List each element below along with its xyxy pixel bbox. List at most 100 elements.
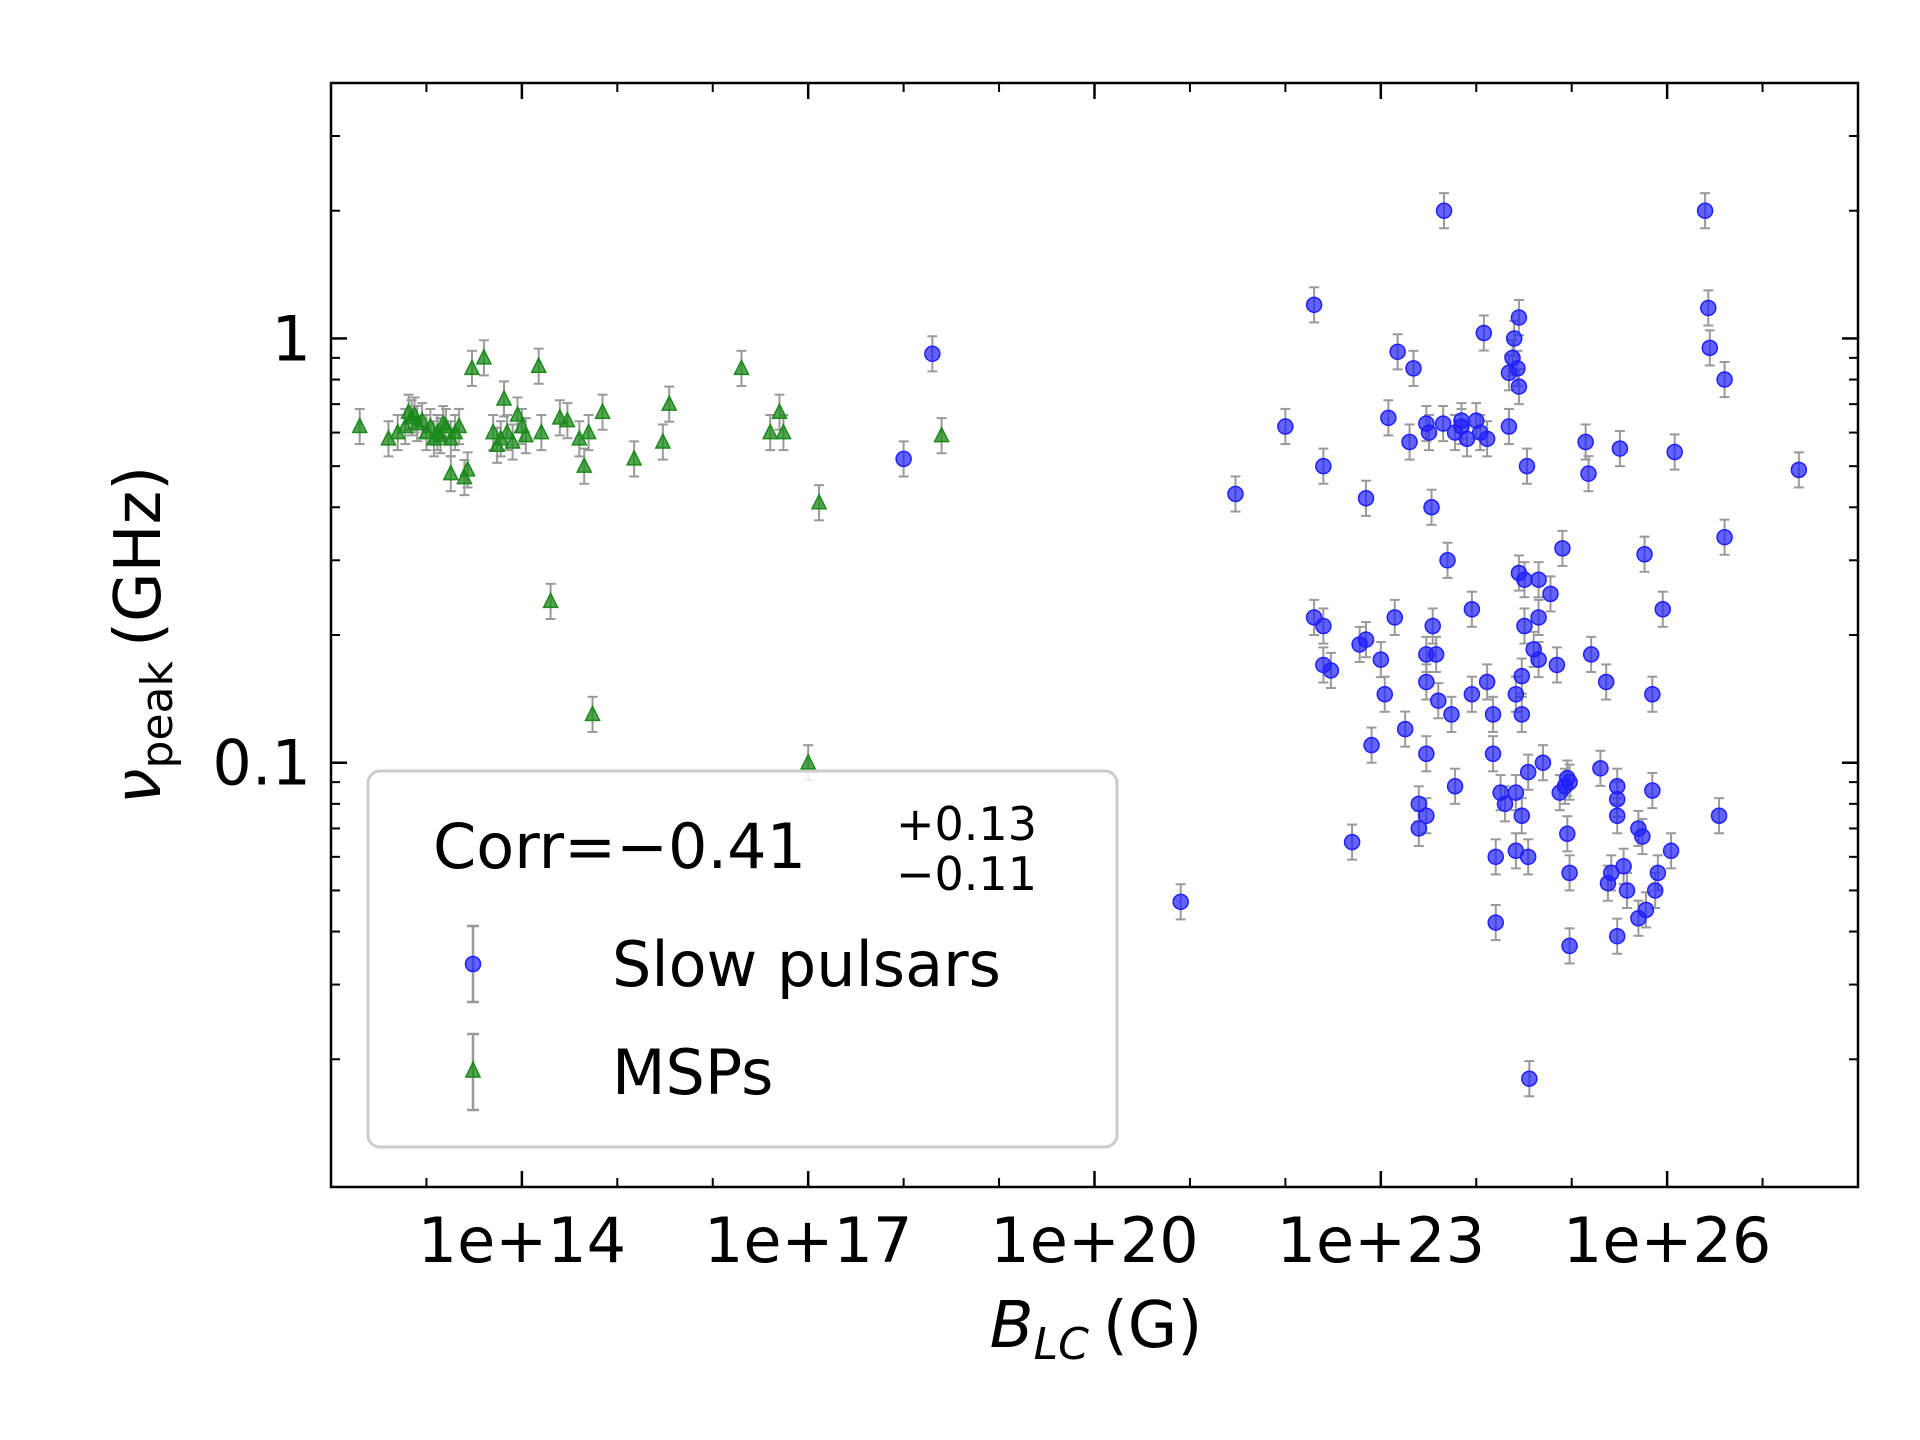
- slow-pulsar-point: [1513, 667, 1531, 685]
- slow-pulsar-point: [1405, 360, 1422, 377]
- y-axis-label-main: ν: [102, 768, 176, 804]
- legend-corr-sub: −0.11: [896, 847, 1037, 901]
- slow-pulsar-point: [1561, 937, 1578, 955]
- legend-corr-sup: +0.13: [896, 797, 1037, 851]
- slow-pulsar-point: [1418, 807, 1435, 824]
- slow-pulsar-point: [1424, 617, 1441, 635]
- x-tick-label: 1e+17: [704, 1204, 912, 1277]
- msp-point: [437, 416, 455, 434]
- slow-pulsar-point: [1790, 461, 1808, 479]
- slow-pulsar-point: [1649, 864, 1667, 882]
- slow-pulsar-point: [1577, 433, 1594, 451]
- slow-pulsar-point: [1484, 745, 1502, 762]
- legend-corr-value: −0.41: [616, 810, 806, 883]
- slow-pulsar-point: [1478, 673, 1496, 691]
- slow-pulsar-point: [1443, 706, 1460, 723]
- slow-pulsar-point: [1500, 418, 1518, 435]
- msp-point: [442, 464, 460, 481]
- msp-point: [498, 422, 516, 440]
- slow-pulsar-point: [1372, 651, 1390, 668]
- slow-pulsar-point: [1530, 609, 1547, 626]
- slow-pulsar-point: [1513, 807, 1531, 824]
- msp-point: [533, 422, 550, 440]
- msp-point: [576, 456, 593, 473]
- slow-pulsar-point: [1376, 686, 1394, 703]
- slow-pulsar-point: [1597, 673, 1615, 691]
- msp-point: [580, 422, 597, 440]
- slow-pulsar-point: [1516, 617, 1533, 635]
- slow-pulsar-point: [1401, 433, 1418, 451]
- slow-pulsar-point: [1608, 791, 1626, 808]
- msp-point: [654, 432, 672, 449]
- slow-pulsar-point: [1305, 296, 1323, 314]
- slow-pulsar-point: [1386, 609, 1404, 626]
- slow-pulsar-point: [1343, 833, 1361, 851]
- slow-pulsar-point: [1561, 773, 1578, 791]
- slow-pulsar-point: [1487, 848, 1504, 866]
- msp-point: [594, 402, 611, 419]
- slow-pulsar-point: [1530, 651, 1547, 668]
- msp-point: [397, 416, 414, 434]
- slow-pulsar-point: [1548, 656, 1566, 674]
- y-axis-label: νpeak (GHz): [102, 466, 183, 804]
- msp-point: [559, 410, 576, 428]
- slow-pulsar-point: [1322, 662, 1340, 679]
- x-axis-label-sub: LC: [1034, 1319, 1090, 1370]
- slow-pulsar-point: [1634, 828, 1651, 845]
- slow-pulsar-point: [1644, 782, 1661, 799]
- slow-pulsar-point: [1435, 202, 1453, 219]
- msp-point: [459, 460, 476, 477]
- msp-point: [799, 753, 817, 770]
- slow-pulsar-point: [1666, 443, 1683, 461]
- slow-pulsar-point: [1463, 600, 1481, 618]
- msp-point: [810, 493, 828, 510]
- msp-point: [661, 394, 678, 411]
- slow-pulsar-point: [1700, 299, 1717, 317]
- slow-pulsar-point: [1507, 784, 1525, 801]
- slow-pulsar-point: [1484, 706, 1502, 723]
- legend-corr-prefix: Corr=: [433, 810, 616, 883]
- msp-point: [733, 358, 750, 376]
- slow-pulsar-point: [1701, 339, 1719, 357]
- slow-pulsar-point: [1357, 490, 1375, 507]
- slow-pulsar-point: [1389, 343, 1406, 361]
- plot-frame: [329, 81, 1860, 1189]
- x-tick-label: 1e+23: [1277, 1204, 1485, 1277]
- slow-pulsar-point: [1172, 893, 1189, 911]
- msp-point: [530, 356, 547, 373]
- slow-pulsar-point: [1710, 807, 1728, 824]
- msp-point: [517, 425, 535, 443]
- y-tick-label: 0.1: [212, 727, 311, 800]
- slow-pulsar-point: [1611, 440, 1629, 457]
- slow-pulsar-point: [1505, 330, 1523, 347]
- msp-point: [771, 402, 788, 419]
- slow-pulsar-point: [1446, 778, 1464, 795]
- legend-slow-label: Slow pulsars: [612, 928, 1001, 1001]
- msp-point: [463, 358, 481, 376]
- x-tick-label: 1e+20: [990, 1204, 1198, 1277]
- slow-pulsar-point: [1559, 825, 1576, 843]
- slow-pulsar-point: [1507, 686, 1525, 703]
- msp-point: [413, 410, 431, 428]
- slow-pulsar-point: [1530, 571, 1547, 588]
- slow-pulsar-point: [1519, 848, 1537, 866]
- msp-point: [450, 416, 468, 434]
- slow-pulsar-point: [1487, 914, 1504, 931]
- slow-pulsar-point: [1513, 706, 1531, 723]
- slow-pulsar-point: [1637, 901, 1655, 919]
- slow-pulsar-point: [1434, 415, 1452, 432]
- legend-msp-label: MSPs: [612, 1036, 773, 1109]
- slow-pulsar-point: [1430, 692, 1447, 709]
- slow-pulsar-point: [1618, 882, 1636, 899]
- msp-point: [761, 422, 779, 440]
- slow-pulsar-point: [1662, 842, 1680, 860]
- legend-msp-marker: [464, 1032, 482, 1112]
- slow-pulsar-point: [1518, 457, 1536, 475]
- slow-pulsar-point: [1496, 795, 1514, 813]
- slow-pulsar-point: [1716, 371, 1733, 388]
- slow-pulsar-point: [1696, 202, 1714, 219]
- slow-pulsar-point: [1534, 754, 1552, 771]
- msp-point: [504, 432, 521, 449]
- slow-pulsar-point: [1277, 418, 1294, 435]
- slow-pulsar-point: [1478, 430, 1496, 448]
